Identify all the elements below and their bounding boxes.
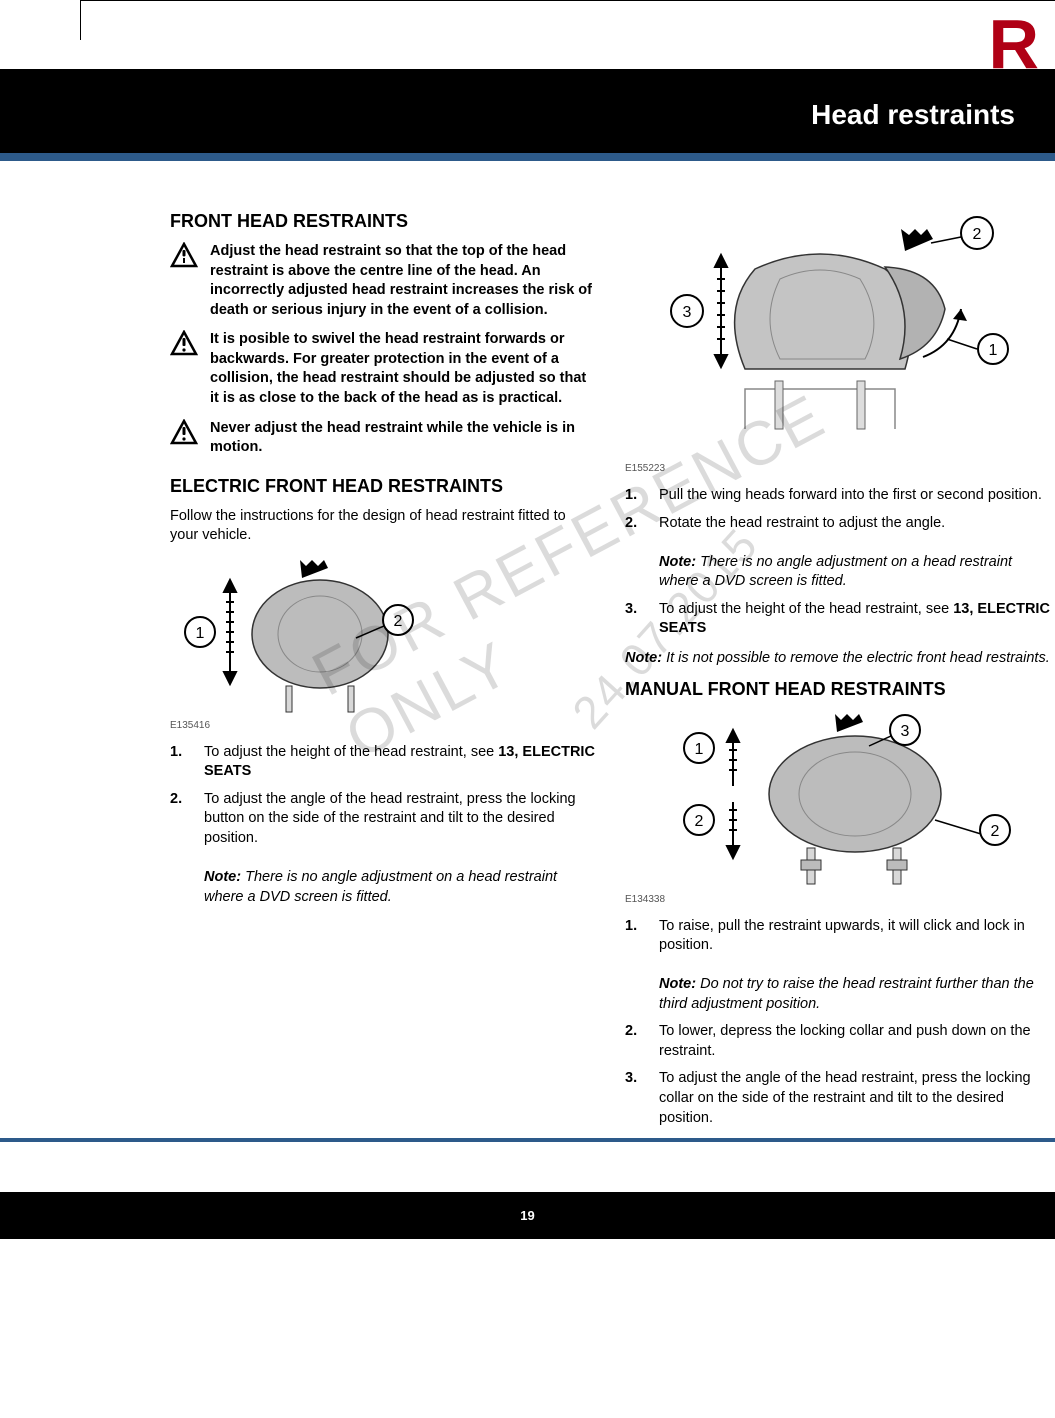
svg-text:3: 3 (901, 723, 910, 740)
accent-line (0, 153, 1055, 161)
item-text: To adjust the height of the head restrai… (204, 744, 498, 760)
figure-code: E135416 (170, 720, 595, 731)
svg-text:3: 3 (683, 304, 692, 321)
item-text: To adjust the angle of the head restrain… (659, 1069, 1050, 1128)
thumb-index-letter: R (988, 4, 1039, 84)
warning-block-2: It is posible to swivel the head restrai… (170, 330, 595, 408)
svg-text:2: 2 (695, 813, 704, 830)
list-item: 1. Pull the wing heads forward into the … (625, 486, 1050, 506)
item-number: 3. (625, 600, 659, 639)
svg-text:1: 1 (989, 342, 998, 359)
warning-text-3: Never adjust the head restraint while th… (210, 419, 595, 458)
figure-code: E155223 (625, 463, 1050, 474)
note-block: Note: It is not possible to remove the e… (625, 649, 1050, 669)
item-body: To raise, pull the restraint upwards, it… (659, 917, 1050, 1015)
item-body: To adjust the angle of the head restrain… (204, 790, 595, 907)
wing-list: 1. Pull the wing heads forward into the … (625, 486, 1050, 639)
electric-list: 1. To adjust the height of the head rest… (170, 743, 595, 908)
note-label: Note: (204, 869, 241, 885)
item-text: To adjust the angle of the head restrain… (204, 791, 576, 846)
svg-text:2: 2 (973, 226, 982, 243)
list-item: 1. To adjust the height of the head rest… (170, 743, 595, 782)
page-title: Head restraints (0, 99, 1015, 131)
list-item: 2. Rotate the head restraint to adjust t… (625, 514, 1050, 592)
manual-list: 1. To raise, pull the restraint upwards,… (625, 917, 1050, 1129)
note-label: Note: (659, 976, 696, 992)
item-text: To lower, depress the locking collar and… (659, 1022, 1050, 1061)
warning-icon (170, 330, 198, 356)
note-label: Note: (659, 554, 696, 570)
item-number: 2. (170, 790, 204, 907)
item-body: To adjust the height of the head restrai… (204, 743, 595, 782)
page-crop-left (80, 0, 81, 40)
warning-block-3: Never adjust the head restraint while th… (170, 419, 595, 458)
item-number: 1. (170, 743, 204, 782)
item-text: To raise, pull the restraint upwards, it… (659, 918, 1025, 954)
item-body: To adjust the height of the head restrai… (659, 600, 1050, 639)
warning-text-1: Adjust the head restraint so that the to… (210, 242, 595, 320)
note-text: There is no angle adjustment on a head r… (204, 869, 557, 905)
item-number: 1. (625, 917, 659, 1015)
right-column: 1 2 3 E155223 (625, 201, 1050, 1138)
figure-code: E134338 (625, 894, 1050, 905)
item-text: To adjust the height of the head restrai… (659, 601, 953, 617)
item-number: 2. (625, 514, 659, 592)
svg-text:1: 1 (695, 741, 704, 758)
footer-accent (0, 1138, 1055, 1142)
item-number: 1. (625, 486, 659, 506)
electric-intro: Follow the instructions for the design o… (170, 507, 595, 546)
warning-block-1: Adjust the head restraint so that the to… (170, 242, 595, 320)
list-item: 3. To adjust the height of the head rest… (625, 600, 1050, 639)
figure-wing-restraint: 1 2 3 E155223 (625, 209, 1050, 474)
note-text: It is not possible to remove the electri… (662, 650, 1050, 666)
item-body: Rotate the head restraint to adjust the … (659, 514, 1050, 592)
svg-text:2: 2 (394, 613, 403, 630)
item-number: 3. (625, 1069, 659, 1128)
heading-manual-restraints: MANUAL FRONT HEAD RESTRAINTS (625, 679, 1050, 700)
page-number: 19 (520, 1208, 534, 1223)
content-area: FOR REFERENCE ONLY 24.07.2015 FRONT HEAD… (170, 201, 1050, 1138)
svg-text:2: 2 (991, 823, 1000, 840)
heading-electric-restraints: ELECTRIC FRONT HEAD RESTRAINTS (170, 476, 595, 497)
item-text: Rotate the head restraint to adjust the … (659, 515, 945, 531)
note-label: Note: (625, 650, 662, 666)
note-text: Do not try to raise the head restraint f… (659, 976, 1034, 1012)
list-item: 1. To raise, pull the restraint upwards,… (625, 917, 1050, 1015)
figure-electric: 1 2 E135416 (170, 556, 595, 731)
figure-manual: 3 2 1 (625, 710, 1050, 905)
warning-icon (170, 419, 198, 445)
heading-front-restraints: FRONT HEAD RESTRAINTS (170, 211, 595, 232)
title-band: Head restraints (0, 69, 1055, 153)
list-item: 3. To adjust the angle of the head restr… (625, 1069, 1050, 1128)
list-item: 2. To lower, depress the locking collar … (625, 1022, 1050, 1061)
warning-icon (170, 242, 198, 268)
footer: 19 (0, 1192, 1055, 1239)
left-column: FRONT HEAD RESTRAINTS Adjust the head re… (170, 201, 595, 1138)
item-text: Pull the wing heads forward into the fir… (659, 486, 1050, 506)
item-number: 2. (625, 1022, 659, 1061)
svg-text:1: 1 (196, 625, 205, 642)
warning-text-2: It is posible to swivel the head restrai… (210, 330, 595, 408)
list-item: 2. To adjust the angle of the head restr… (170, 790, 595, 907)
note-text: There is no angle adjustment on a head r… (659, 554, 1012, 590)
page-crop-top (80, 0, 1055, 1)
